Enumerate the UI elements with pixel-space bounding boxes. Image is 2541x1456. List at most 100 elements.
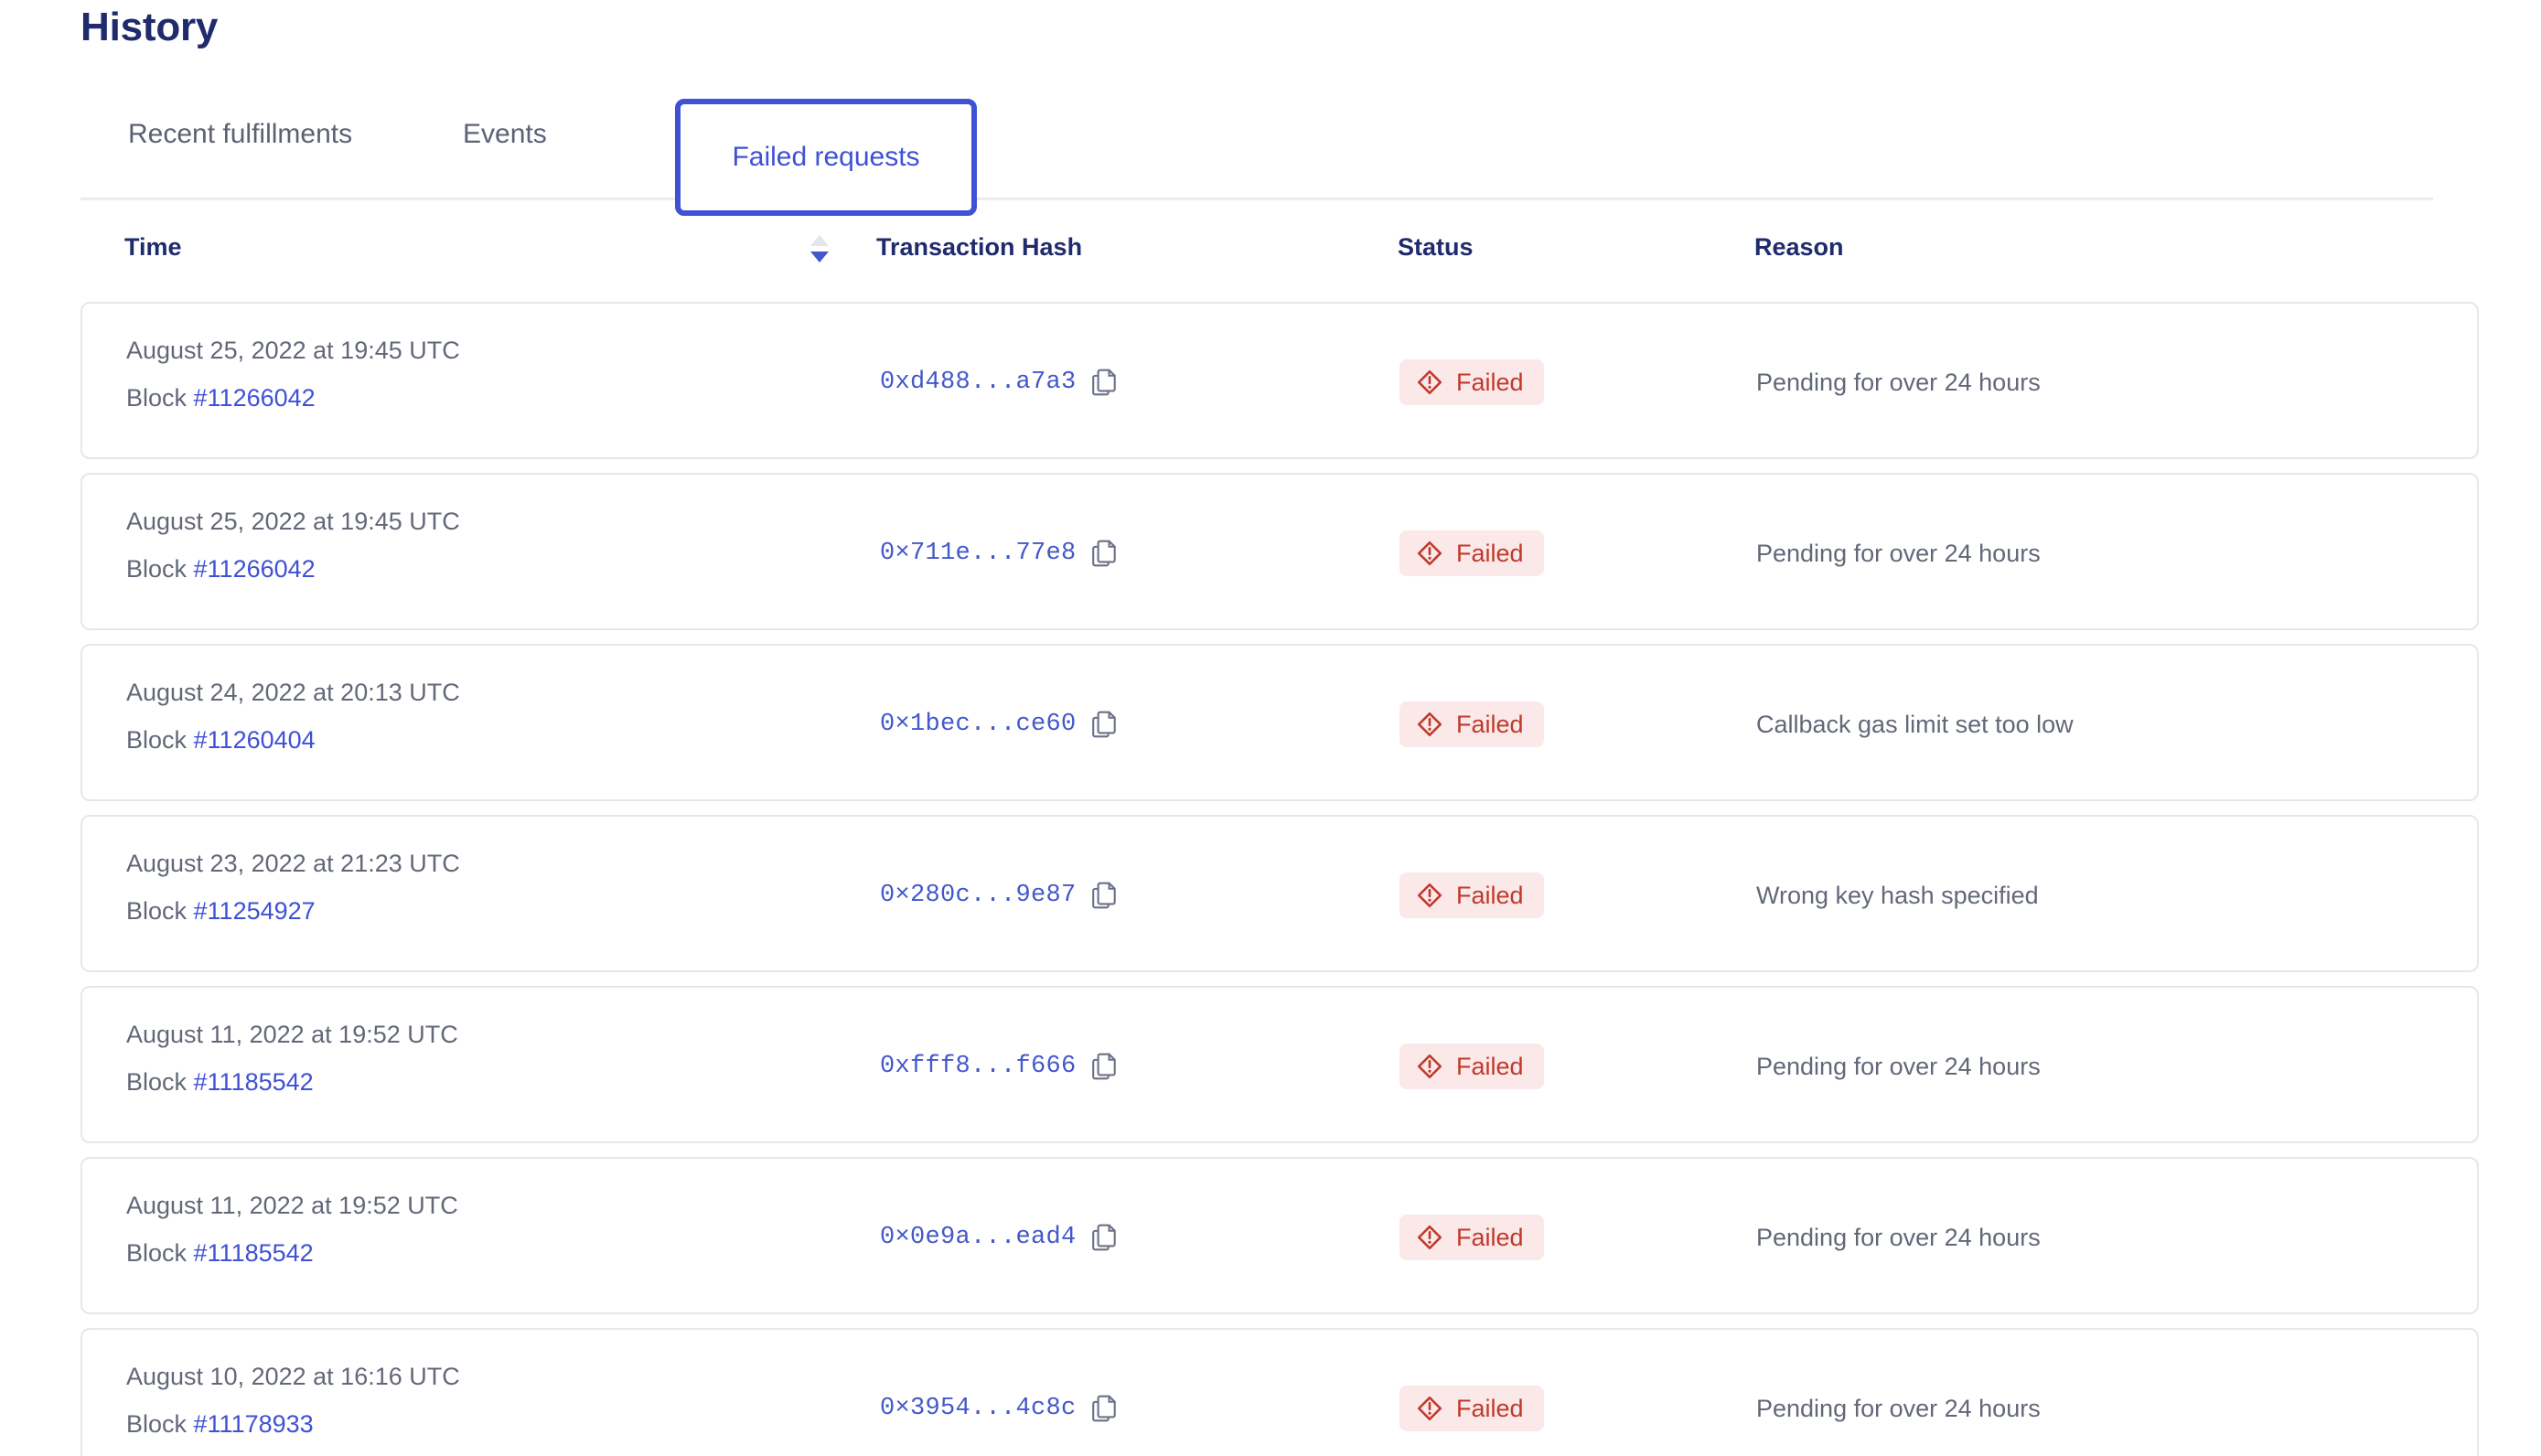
cell-transaction-hash: 0×0e9a...ead4	[880, 1159, 1119, 1316]
status-badge-label: Failed	[1456, 1223, 1524, 1251]
row-block: Block #11266042	[126, 386, 460, 411]
copy-icon[interactable]	[1091, 710, 1119, 739]
cell-time: August 24, 2022 at 20:13 UTC Block #1126…	[126, 680, 460, 753]
table-row[interactable]: August 10, 2022 at 16:16 UTC Block #1117…	[80, 1328, 2479, 1456]
cell-time: August 11, 2022 at 19:52 UTC Block #1118…	[126, 1022, 458, 1095]
status-badge: Failed	[1399, 701, 1544, 747]
row-timestamp: August 25, 2022 at 19:45 UTC	[126, 337, 460, 364]
cell-status: Failed	[1399, 988, 1544, 1145]
table-row[interactable]: August 24, 2022 at 20:13 UTC Block #1126…	[80, 644, 2479, 801]
cell-time: August 10, 2022 at 16:16 UTC Block #1117…	[126, 1365, 460, 1437]
cell-status: Failed	[1399, 817, 1544, 974]
tab-failed-requests-label: Failed requests	[732, 142, 920, 172]
block-label: Block	[126, 1068, 194, 1096]
block-number-link[interactable]: #11254927	[193, 897, 316, 925]
transaction-hash-link[interactable]: 0×1bec...ce60	[880, 711, 1077, 738]
block-number-link[interactable]: #11185542	[193, 1068, 314, 1096]
reason-text: Callback gas limit set too low	[1756, 710, 2074, 738]
tab-bar-divider	[80, 198, 2433, 200]
block-number-link[interactable]: #11260404	[193, 726, 316, 754]
transaction-hash-link[interactable]: 0xd488...a7a3	[880, 369, 1077, 396]
copy-icon[interactable]	[1091, 881, 1119, 910]
cell-status: Failed	[1399, 1330, 1544, 1456]
alert-diamond-icon	[1417, 883, 1442, 908]
cell-reason: Pending for over 24 hours	[1756, 1159, 2041, 1316]
status-badge-label: Failed	[1456, 368, 1524, 396]
transaction-hash-link[interactable]: 0×280c...9e87	[880, 882, 1077, 909]
table-row[interactable]: August 25, 2022 at 19:45 UTC Block #1126…	[80, 473, 2479, 630]
column-header-reason[interactable]: Reason	[1754, 233, 1844, 261]
block-number-link[interactable]: #11266042	[193, 384, 316, 412]
block-number-link[interactable]: #11178933	[193, 1410, 314, 1438]
cell-status: Failed	[1399, 475, 1544, 632]
block-number-link[interactable]: #11266042	[193, 555, 316, 583]
cell-transaction-hash: 0xfff8...f666	[880, 988, 1119, 1145]
copy-icon[interactable]	[1091, 1052, 1119, 1081]
block-label: Block	[126, 897, 194, 925]
cell-transaction-hash: 0xd488...a7a3	[880, 304, 1119, 461]
block-label: Block	[126, 1239, 194, 1267]
table-row[interactable]: August 23, 2022 at 21:23 UTC Block #1125…	[80, 815, 2479, 972]
alert-diamond-icon	[1417, 541, 1442, 566]
status-badge-label: Failed	[1456, 881, 1524, 909]
column-header-time[interactable]: Time	[124, 233, 182, 261]
row-timestamp: August 11, 2022 at 19:52 UTC	[126, 1021, 458, 1048]
cell-reason: Pending for over 24 hours	[1756, 304, 2041, 461]
block-number-link[interactable]: #11185542	[193, 1239, 314, 1267]
status-badge: Failed	[1399, 1386, 1544, 1431]
copy-icon[interactable]	[1091, 368, 1119, 397]
transaction-hash-link[interactable]: 0xfff8...f666	[880, 1053, 1077, 1080]
alert-diamond-icon	[1417, 1396, 1442, 1421]
status-badge: Failed	[1399, 530, 1544, 576]
column-header-status[interactable]: Status	[1398, 233, 1474, 261]
status-badge-label: Failed	[1456, 1052, 1524, 1080]
status-badge-label: Failed	[1456, 539, 1524, 567]
transaction-hash-link[interactable]: 0×3954...4c8c	[880, 1395, 1077, 1422]
transaction-hash-link[interactable]: 0×711e...77e8	[880, 540, 1077, 567]
row-block: Block #11178933	[126, 1412, 460, 1437]
status-badge-label: Failed	[1456, 710, 1524, 738]
cell-reason: Pending for over 24 hours	[1756, 475, 2041, 632]
row-timestamp: August 10, 2022 at 16:16 UTC	[126, 1363, 460, 1390]
table-row[interactable]: August 25, 2022 at 19:45 UTC Block #1126…	[80, 302, 2479, 459]
cell-transaction-hash: 0×280c...9e87	[880, 817, 1119, 974]
copy-icon[interactable]	[1091, 539, 1119, 568]
row-block: Block #11260404	[126, 728, 460, 753]
status-badge: Failed	[1399, 873, 1544, 918]
block-label: Block	[126, 1410, 194, 1438]
table-row[interactable]: August 11, 2022 at 19:52 UTC Block #1118…	[80, 1157, 2479, 1314]
row-timestamp: August 24, 2022 at 20:13 UTC	[126, 679, 460, 706]
table-row[interactable]: August 11, 2022 at 19:52 UTC Block #1118…	[80, 986, 2479, 1143]
tab-recent-fulfillments[interactable]: Recent fulfillments	[128, 119, 353, 149]
cell-time: August 23, 2022 at 21:23 UTC Block #1125…	[126, 851, 460, 924]
alert-diamond-icon	[1417, 1054, 1442, 1079]
status-badge: Failed	[1399, 1215, 1544, 1260]
row-block: Block #11185542	[126, 1241, 458, 1266]
block-label: Block	[126, 726, 194, 754]
table-header-row: Time Transaction Hash Status Reason	[80, 233, 2479, 288]
block-label: Block	[126, 555, 194, 583]
cell-status: Failed	[1399, 304, 1544, 461]
cell-transaction-hash: 0×3954...4c8c	[880, 1330, 1119, 1456]
cell-reason: Pending for over 24 hours	[1756, 988, 2041, 1145]
tab-failed-requests[interactable]: Failed requests	[675, 99, 977, 216]
row-block: Block #11185542	[126, 1070, 458, 1095]
reason-text: Pending for over 24 hours	[1756, 1052, 2041, 1080]
column-header-transaction-hash[interactable]: Transaction Hash	[876, 233, 1083, 261]
cell-transaction-hash: 0×1bec...ce60	[880, 646, 1119, 803]
alert-diamond-icon	[1417, 712, 1442, 737]
reason-text: Wrong key hash specified	[1756, 881, 2039, 909]
reason-text: Pending for over 24 hours	[1756, 539, 2041, 567]
sort-toggle-time[interactable]	[803, 230, 836, 272]
reason-text: Pending for over 24 hours	[1756, 368, 2041, 396]
cell-status: Failed	[1399, 646, 1544, 803]
transaction-hash-link[interactable]: 0×0e9a...ead4	[880, 1224, 1077, 1251]
page-title: History	[80, 5, 219, 49]
copy-icon[interactable]	[1091, 1223, 1119, 1252]
tab-events[interactable]: Events	[463, 119, 547, 149]
row-timestamp: August 23, 2022 at 21:23 UTC	[126, 850, 460, 877]
cell-reason: Callback gas limit set too low	[1756, 646, 2074, 803]
cell-reason: Wrong key hash specified	[1756, 817, 2039, 974]
copy-icon[interactable]	[1091, 1394, 1119, 1423]
cell-transaction-hash: 0×711e...77e8	[880, 475, 1119, 632]
